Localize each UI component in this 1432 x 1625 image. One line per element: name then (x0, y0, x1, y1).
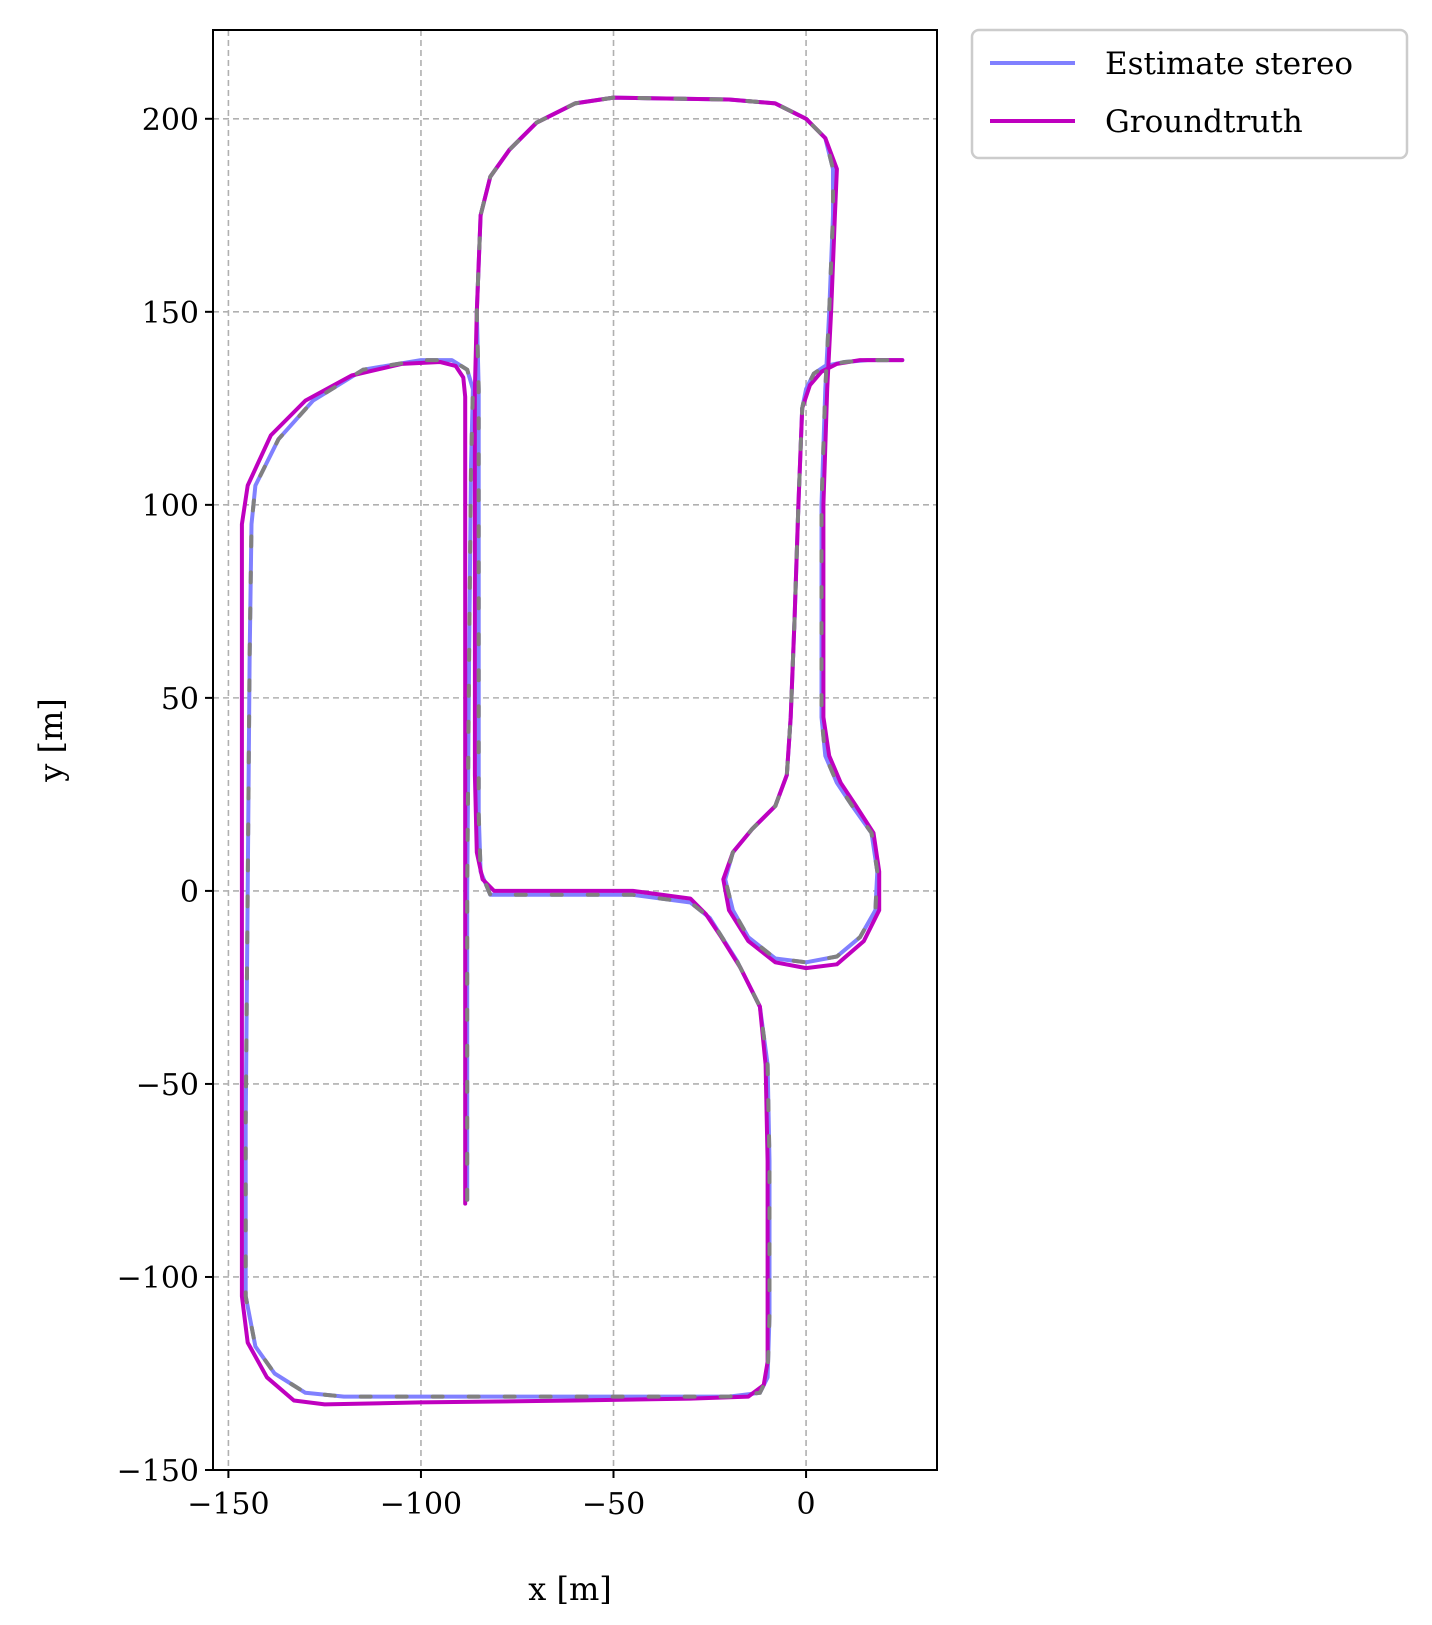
y-tick-label: 50 (161, 682, 199, 717)
error-overlay-dashes (243, 95, 905, 1399)
y-tick-label: −100 (117, 1261, 199, 1296)
y-tick-label: 150 (142, 296, 199, 331)
y-tick-label: −50 (136, 1068, 199, 1103)
series-line-groundtruth (239, 95, 905, 1407)
legend-label-groundtruth: Groundtruth (1105, 104, 1303, 140)
plot-frame (212, 29, 938, 1471)
tick-layer: −150 −100 −50 0 −150 −100 −50 0 50 100 150 200 (117, 103, 816, 1522)
x-tick-label: −50 (582, 1487, 645, 1522)
x-tick-label: −100 (380, 1487, 462, 1522)
legend-box (970, 28, 1409, 160)
legend-label-estimate-stereo: Estimate stereo (1105, 46, 1353, 82)
y-tick-label: 100 (142, 489, 199, 524)
series-layer (239, 95, 905, 1407)
x-tick-label: 0 (797, 1487, 816, 1522)
legend: Estimate stereo Groundtruth (970, 28, 1409, 160)
y-tick-label: 0 (180, 875, 199, 910)
x-axis-label: x [m] (528, 1570, 612, 1608)
x-tick-label: −150 (187, 1487, 269, 1522)
y-axis-label: y [m] (32, 698, 70, 783)
y-tick-label: 200 (142, 103, 199, 138)
y-tick-label: −150 (117, 1454, 199, 1489)
